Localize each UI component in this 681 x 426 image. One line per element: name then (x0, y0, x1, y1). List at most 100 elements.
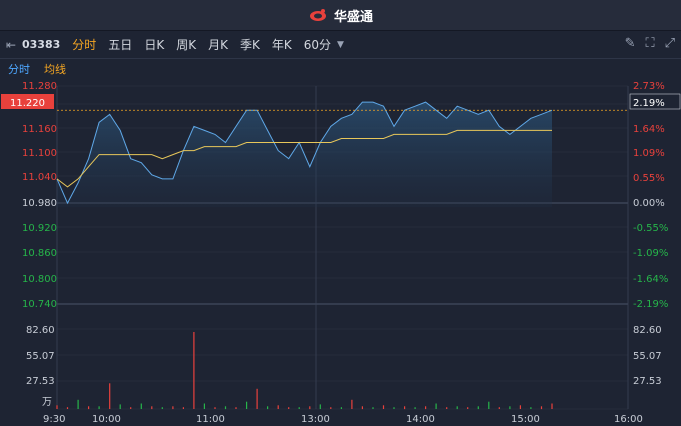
volume-bar (446, 407, 448, 409)
price-line (56, 101, 553, 205)
volume-bar (372, 407, 374, 409)
volume-bar (477, 406, 479, 410)
pct-tick-1: 1.64% (633, 124, 665, 135)
volume-unit: 万 (42, 397, 52, 408)
pct-tick-2: 1.09% (633, 148, 665, 159)
volume-bar (56, 405, 58, 409)
current-pct-box (629, 93, 681, 110)
volume-bars (56, 332, 553, 410)
volume-bar (77, 399, 79, 409)
tab-five-day[interactable]: 五日 (108, 38, 133, 52)
volume-bar (467, 407, 469, 409)
volume-bar (161, 407, 163, 409)
volume-tick-0: 82.60 (26, 325, 55, 336)
volume-bar (425, 406, 427, 410)
volume-tick-right-1: 55.07 (633, 351, 662, 362)
volume-bar (340, 407, 342, 409)
volume-bar (140, 403, 142, 409)
volume-bar (393, 407, 395, 409)
expand-icon[interactable]: ⤢ (664, 36, 675, 51)
volume-bar (256, 388, 258, 409)
chevron-down-icon[interactable]: ▼ (336, 39, 344, 50)
volume-bar (246, 401, 248, 409)
price-tick-7: 10.800 (22, 274, 57, 285)
time-tick-6: 16:00 (614, 414, 643, 425)
volume-bar (382, 405, 385, 409)
collapse-sidebar-icon[interactable]: ⇤ (5, 37, 17, 52)
volume-tick-right-0: 82.60 (633, 325, 662, 336)
brand: 华盛通 (308, 6, 373, 25)
average-line (56, 129, 552, 188)
chart-tools: ✎ ⛶ ⤢ (625, 36, 675, 51)
volume-bar (540, 406, 543, 410)
pencil-icon[interactable]: ✎ (624, 36, 636, 51)
volume-bar (235, 407, 237, 409)
stock-code: 03383 (22, 38, 61, 51)
tab-yearly-k[interactable]: 年K (271, 38, 292, 52)
price-tick-1: 11.160 (22, 124, 57, 135)
tab-weekly-k[interactable]: 周K (176, 38, 197, 52)
fullscreen-icon[interactable]: ⛶ (645, 36, 655, 51)
indicator-avg-line[interactable]: 均线 (44, 63, 66, 76)
volume-bar (509, 406, 511, 410)
price-tick-8: 10.740 (22, 299, 57, 310)
time-tick-0: 9:30 (43, 414, 65, 425)
tab-quarterly-k[interactable]: 季K (239, 38, 260, 52)
time-tick-1: 10:00 (92, 414, 121, 425)
time-tick-3: 13:00 (301, 414, 330, 425)
volume-bar (330, 407, 332, 409)
current-pct-label: 2.19% (633, 98, 665, 109)
volume-bar (214, 407, 216, 409)
tab-60min[interactable]: 60分 (303, 38, 331, 52)
volume-bar (203, 403, 205, 409)
indicator-bar: 分时 均线 (0, 59, 681, 79)
volume-bar (193, 332, 195, 409)
volume-bar (456, 406, 458, 410)
volume-bar (519, 405, 521, 409)
volume-bar (277, 405, 279, 409)
intraday-chart: 11.220 2.19% 11.280 11.160 11.100 11.040… (1, 81, 681, 425)
volume-bar (224, 406, 227, 410)
volume-bar (361, 406, 363, 410)
volume-bar (88, 406, 90, 410)
volume-bar (404, 406, 406, 410)
price-tick-6: 10.860 (22, 248, 57, 259)
pct-tick-6: -1.09% (633, 248, 668, 259)
indicator-intraday[interactable]: 分时 (8, 63, 30, 76)
tab-monthly-k[interactable]: 月K (208, 38, 228, 52)
chart-toolbar: ⇤ 03383 分时 五日 日K 周K 月K 季K 年K 60分 ▼ ✎ ⛶ ⤢ (0, 31, 681, 59)
current-price-label: 11.220 (10, 98, 45, 109)
volume-bar (414, 407, 416, 409)
volume-bar (435, 403, 437, 409)
volume-bar (172, 406, 174, 410)
pct-tick-0: 2.73% (633, 81, 665, 92)
volume-bar (498, 407, 500, 409)
pct-tick-4: 0.00% (633, 198, 665, 209)
volume-bar (119, 404, 121, 409)
app-header: 华盛通 (0, 0, 681, 31)
volume-bar (151, 406, 153, 410)
volume-tick-1: 55.07 (26, 351, 55, 362)
price-tick-2: 11.100 (22, 148, 57, 159)
volume-tick-right-2: 27.53 (633, 376, 662, 387)
volume-bar (319, 404, 321, 409)
volume-bar (298, 407, 300, 409)
volume-tick-2: 27.53 (26, 376, 55, 387)
volume-bar (182, 407, 184, 409)
time-tick-4: 14:00 (406, 414, 435, 425)
volume-bar (98, 406, 100, 410)
tab-intraday[interactable]: 分时 (72, 38, 97, 52)
volume-bar (530, 407, 532, 409)
pct-tick-3: 0.55% (633, 173, 665, 184)
price-tick-5: 10.920 (22, 223, 57, 234)
current-price-box (1, 94, 54, 109)
volume-bar (551, 403, 553, 409)
price-tick-3: 11.040 (22, 172, 57, 183)
volume-bar (267, 406, 269, 410)
price-tick-4: 10.980 (22, 198, 57, 209)
time-tick-5: 15:00 (511, 414, 540, 425)
volume-bar (488, 401, 490, 409)
tab-daily-k[interactable]: 日K (144, 38, 165, 52)
volume-bar (109, 383, 111, 409)
price-tick-0: 11.280 (22, 81, 57, 92)
